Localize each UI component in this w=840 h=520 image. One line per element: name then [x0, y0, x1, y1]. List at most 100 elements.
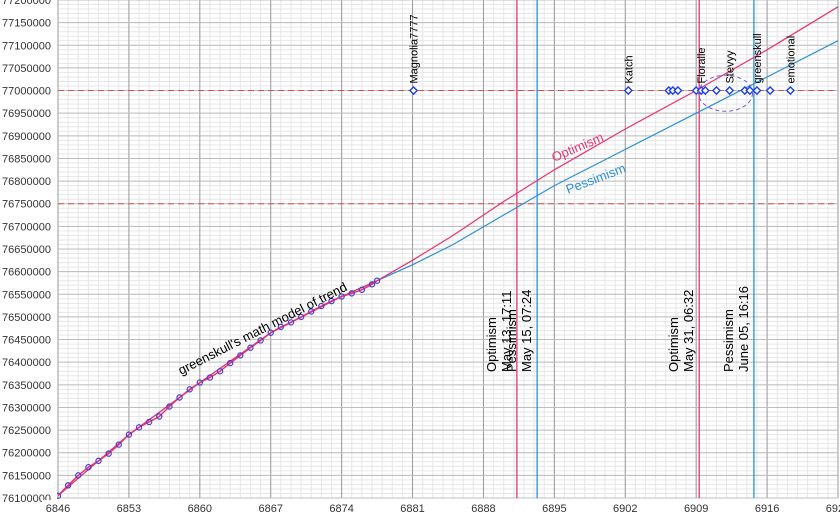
player-marker	[623, 85, 633, 96]
y-tick-label: 77100000	[2, 40, 51, 52]
y-tick-label: 76150000	[2, 470, 51, 482]
observed-point	[176, 394, 183, 401]
y-tick-label-bg	[0, 219, 57, 233]
y-tick-label: 76650000	[2, 244, 51, 256]
player-marker	[752, 85, 762, 96]
y-tick-label: 76800000	[2, 176, 51, 188]
x-tick-label-bg	[112, 500, 145, 515]
player-marker	[745, 85, 755, 96]
y-tick-label-bg	[0, 38, 57, 52]
y-tick-label-bg	[0, 174, 57, 188]
observed-point	[318, 302, 325, 310]
y-tick-label: 76400000	[2, 357, 51, 369]
y-tick-label: 76850000	[2, 153, 51, 165]
y-tick-label: 76450000	[2, 335, 51, 347]
x-tick-label: 6902	[613, 503, 637, 515]
observed-point	[237, 352, 244, 359]
player-marker	[673, 85, 683, 96]
y-tick-label: 77200000	[2, 0, 51, 7]
x-tick-label-bg	[396, 500, 429, 515]
x-tick-label: 6909	[684, 503, 708, 515]
y-tick-label: 76600000	[2, 267, 51, 279]
observed-point	[145, 418, 153, 426]
player-marker	[408, 85, 419, 96]
major-grid	[57, 0, 839, 499]
y-tick-label-bg	[0, 264, 57, 278]
y-tick-label: 76750000	[2, 199, 51, 211]
y-tick-label-bg	[0, 423, 57, 437]
x-tick-label-bg	[751, 500, 784, 515]
y-tick-label: 76950000	[2, 108, 51, 120]
observed-point	[186, 386, 193, 393]
player-marker	[700, 85, 710, 96]
y-tick-label: 76550000	[2, 289, 51, 301]
vline-label-name: Optimism	[484, 317, 499, 372]
observed-point	[105, 450, 112, 457]
y-tick-label: 76500000	[2, 312, 51, 324]
x-tick-label-bg	[609, 500, 642, 515]
observed-point	[338, 293, 345, 300]
x-tick-label: 6853	[117, 503, 141, 515]
vline-label-date: May 31, 06:32	[681, 290, 696, 372]
x-tick-label: 6881	[400, 503, 424, 515]
y-tick-label: 76100000	[2, 493, 51, 505]
x-tick-label: 6846	[46, 503, 70, 515]
optimism-curve-label: Optimism	[549, 130, 605, 165]
y-tick-label-bg	[0, 377, 57, 391]
series-lines	[57, 6, 839, 497]
player-label: Magnolia7777	[409, 14, 421, 83]
x-tick-label-bg	[822, 500, 840, 515]
observed-point	[308, 308, 315, 315]
y-tick-label-bg	[0, 151, 57, 165]
cluster-highlight-ellipse	[698, 74, 754, 112]
player-label: greenskull	[752, 33, 764, 83]
series-line-trend	[57, 280, 378, 497]
vline-label-name: Optimism	[666, 317, 681, 372]
observed-point	[196, 379, 204, 386]
y-tick-label-bg	[0, 0, 57, 6]
y-tick-label-bg	[0, 355, 57, 369]
reference-lines	[58, 0, 838, 498]
observed-point	[166, 403, 173, 410]
x-tick-label: 6874	[329, 503, 353, 515]
vline-label-name: Pessimism	[504, 309, 519, 372]
observed-point	[358, 286, 366, 293]
observed-points	[54, 277, 381, 499]
observed-point	[64, 482, 72, 489]
y-tick-label-bg	[0, 242, 57, 255]
observed-point	[135, 424, 143, 431]
x-tick-label: 6916	[755, 503, 779, 515]
vline-label-name: Pessimism	[721, 309, 736, 372]
y-tick-label-bg	[0, 468, 57, 482]
observed-point	[257, 337, 264, 344]
y-tick-label-bg	[0, 400, 57, 414]
observed-point	[277, 323, 285, 331]
observed-point	[348, 290, 355, 297]
observed-point	[125, 431, 133, 438]
observed-point	[115, 441, 122, 448]
vline-label-date: May 13, 17:11	[499, 291, 514, 372]
y-tick-label: 76200000	[2, 448, 51, 460]
observed-point	[227, 359, 234, 367]
x-tick-label-bg	[254, 500, 287, 515]
y-tick-label-bg	[0, 287, 57, 301]
y-tick-label: 76700000	[2, 221, 51, 233]
observed-point	[328, 297, 335, 305]
x-tick-label: 6888	[471, 503, 495, 515]
y-tick-label-bg	[0, 196, 57, 210]
player-label: emotional	[785, 36, 797, 84]
vline-label-date: May 15, 07:24	[519, 290, 534, 372]
observed-point	[156, 413, 163, 420]
x-tick-label: 6895	[542, 503, 566, 515]
observed-point	[95, 457, 102, 465]
y-tick-label: 76900000	[2, 131, 51, 143]
y-tick-label-bg	[0, 445, 57, 459]
y-tick-label-bg	[0, 128, 57, 142]
player-marker	[711, 85, 722, 96]
x-tick-label-bg	[680, 500, 713, 515]
player-marker	[765, 85, 775, 96]
observed-point	[368, 281, 376, 288]
x-tick-label: 6860	[188, 503, 212, 515]
